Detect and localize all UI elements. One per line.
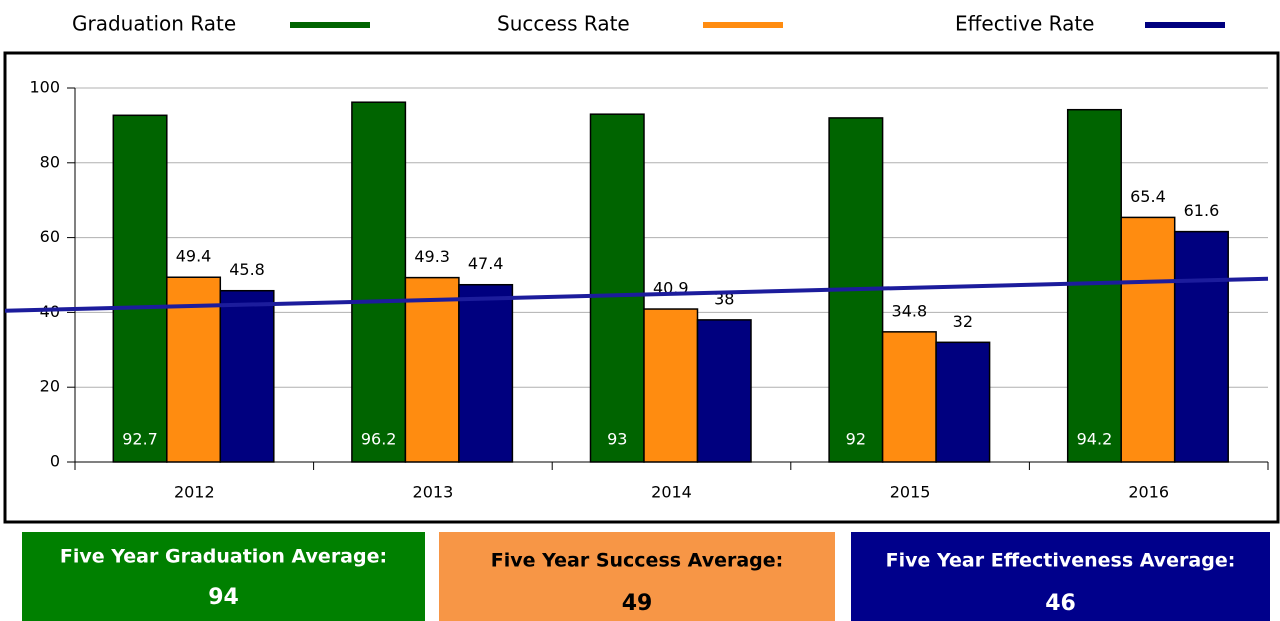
y-tick-label: 60 [40, 227, 60, 246]
data-label: 32 [953, 312, 973, 331]
legend-swatch [703, 22, 783, 28]
bar [1120, 216, 1176, 463]
bar [696, 319, 752, 463]
legend-swatch [1145, 22, 1225, 28]
data-label: 92 [846, 430, 866, 449]
bar [935, 341, 991, 463]
x-tick-label: 2013 [413, 483, 454, 502]
chart-frame [3, 51, 1280, 524]
bar [458, 283, 514, 463]
summary-box [851, 532, 1270, 621]
data-label: 34.8 [892, 301, 928, 320]
data-label: 94.2 [1077, 430, 1113, 449]
data-label: 92.7 [122, 430, 158, 449]
legend-label: Success Rate [497, 12, 630, 36]
data-label: 49.3 [414, 247, 450, 266]
summary-value: 49 [622, 591, 653, 616]
x-tick-label: 2014 [651, 483, 692, 502]
bar [589, 113, 645, 463]
bar [219, 289, 275, 463]
summary-value: 94 [208, 585, 239, 610]
legend-label: Graduation Rate [72, 12, 236, 36]
data-label: 45.8 [229, 260, 265, 279]
data-label: 61.6 [1184, 201, 1220, 220]
bar [881, 331, 937, 463]
y-tick-label: 80 [40, 152, 60, 171]
x-tick-label: 2016 [1128, 483, 1169, 502]
summary-label: Five Year Success Average: [491, 550, 784, 572]
summary-value: 46 [1045, 591, 1076, 616]
summary-label: Five Year Graduation Average: [60, 546, 387, 568]
x-tick-label: 2015 [890, 483, 931, 502]
y-tick-label: 100 [29, 78, 60, 97]
data-label: 96.2 [361, 430, 397, 449]
summary-box [22, 532, 425, 621]
y-tick-label: 0 [50, 452, 60, 471]
data-label: 65.4 [1130, 187, 1166, 206]
bar [643, 308, 699, 463]
bar [1066, 108, 1122, 463]
legend-swatch [290, 22, 370, 28]
data-label: 47.4 [468, 254, 504, 273]
data-label: 49.4 [176, 247, 212, 266]
data-label: 93 [607, 430, 627, 449]
summary-box [439, 532, 835, 621]
bar [351, 101, 407, 463]
bar [112, 114, 168, 463]
trend-line [4, 276, 1269, 313]
bar [1173, 230, 1229, 463]
x-tick-label: 2012 [174, 483, 215, 502]
y-tick-label: 20 [40, 377, 60, 396]
bar [404, 276, 460, 463]
summary-label: Five Year Effectiveness Average: [886, 550, 1236, 572]
legend-label: Effective Rate [955, 12, 1094, 36]
